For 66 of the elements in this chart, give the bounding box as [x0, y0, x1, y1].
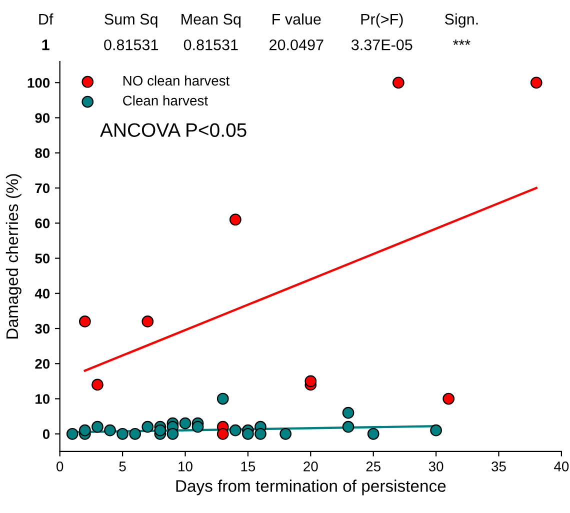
point	[304, 375, 317, 388]
point	[442, 392, 455, 405]
text: Pr(>F)	[361, 13, 403, 28]
point	[392, 76, 404, 89]
legend-label: NO clean harvest	[123, 75, 230, 86]
point	[229, 214, 242, 226]
x-tick-label: 25	[366, 462, 380, 472]
point	[78, 424, 91, 436]
point	[92, 420, 104, 433]
text: Df	[39, 13, 54, 24]
text: ***	[453, 40, 470, 45]
point	[66, 428, 78, 440]
text: F value	[272, 13, 321, 25]
point	[530, 76, 542, 89]
text: 3.37E-05	[351, 39, 412, 50]
y-tick-label: 50	[35, 254, 50, 264]
y-tick-label: 100	[28, 78, 50, 88]
point	[216, 428, 229, 440]
x-tick-label: 30	[428, 462, 444, 472]
text: 1	[42, 40, 50, 50]
point	[192, 420, 204, 433]
annotation: ANCOVA P<0.05	[100, 123, 246, 137]
point	[154, 424, 166, 436]
point	[367, 428, 380, 440]
x-axis-title: Days from termination of persistence	[176, 480, 446, 496]
point	[216, 392, 229, 405]
y-tick-label: 90	[35, 113, 50, 123]
x-tick-label: 35	[492, 462, 506, 472]
y-tick-label: 70	[35, 183, 50, 194]
point	[342, 420, 354, 433]
point	[129, 428, 142, 440]
text: 20.0497	[270, 39, 324, 50]
x-tick-label: 0	[56, 462, 64, 472]
y-tick-label: 0	[42, 429, 50, 440]
x-tick-label: 40	[554, 462, 569, 472]
point	[280, 428, 292, 440]
y-tick-label: 10	[36, 394, 50, 404]
text: 0.81531	[184, 39, 238, 50]
text: Mean Sq	[182, 14, 240, 28]
point	[92, 378, 104, 391]
point	[142, 420, 154, 433]
y-tick-label: 60	[35, 218, 50, 228]
point	[166, 428, 179, 440]
y-tick-label: 40	[34, 288, 50, 299]
legend-label: Clean harvest	[123, 95, 208, 106]
point	[116, 428, 128, 440]
x-tick-label: 20	[304, 462, 318, 472]
point	[254, 428, 266, 440]
point	[179, 417, 192, 430]
point	[229, 424, 242, 436]
x-tick-label: 10	[178, 462, 192, 472]
y-tick-label: 80	[35, 148, 50, 158]
point	[430, 424, 442, 436]
point	[142, 316, 154, 328]
text: Sign.	[444, 13, 478, 28]
point	[242, 428, 254, 440]
y-tick-label: 20	[35, 358, 50, 369]
point	[342, 406, 354, 419]
y-tick-label: 30	[35, 324, 50, 334]
x-tick-label: 15	[241, 462, 256, 472]
y-axis-title: Damaged cherries (%)	[6, 174, 22, 338]
point	[78, 316, 91, 328]
text: Sum Sq	[104, 14, 158, 28]
point	[104, 424, 116, 436]
x-tick-label: 5	[119, 462, 126, 472]
text: 0.81531	[104, 39, 158, 50]
